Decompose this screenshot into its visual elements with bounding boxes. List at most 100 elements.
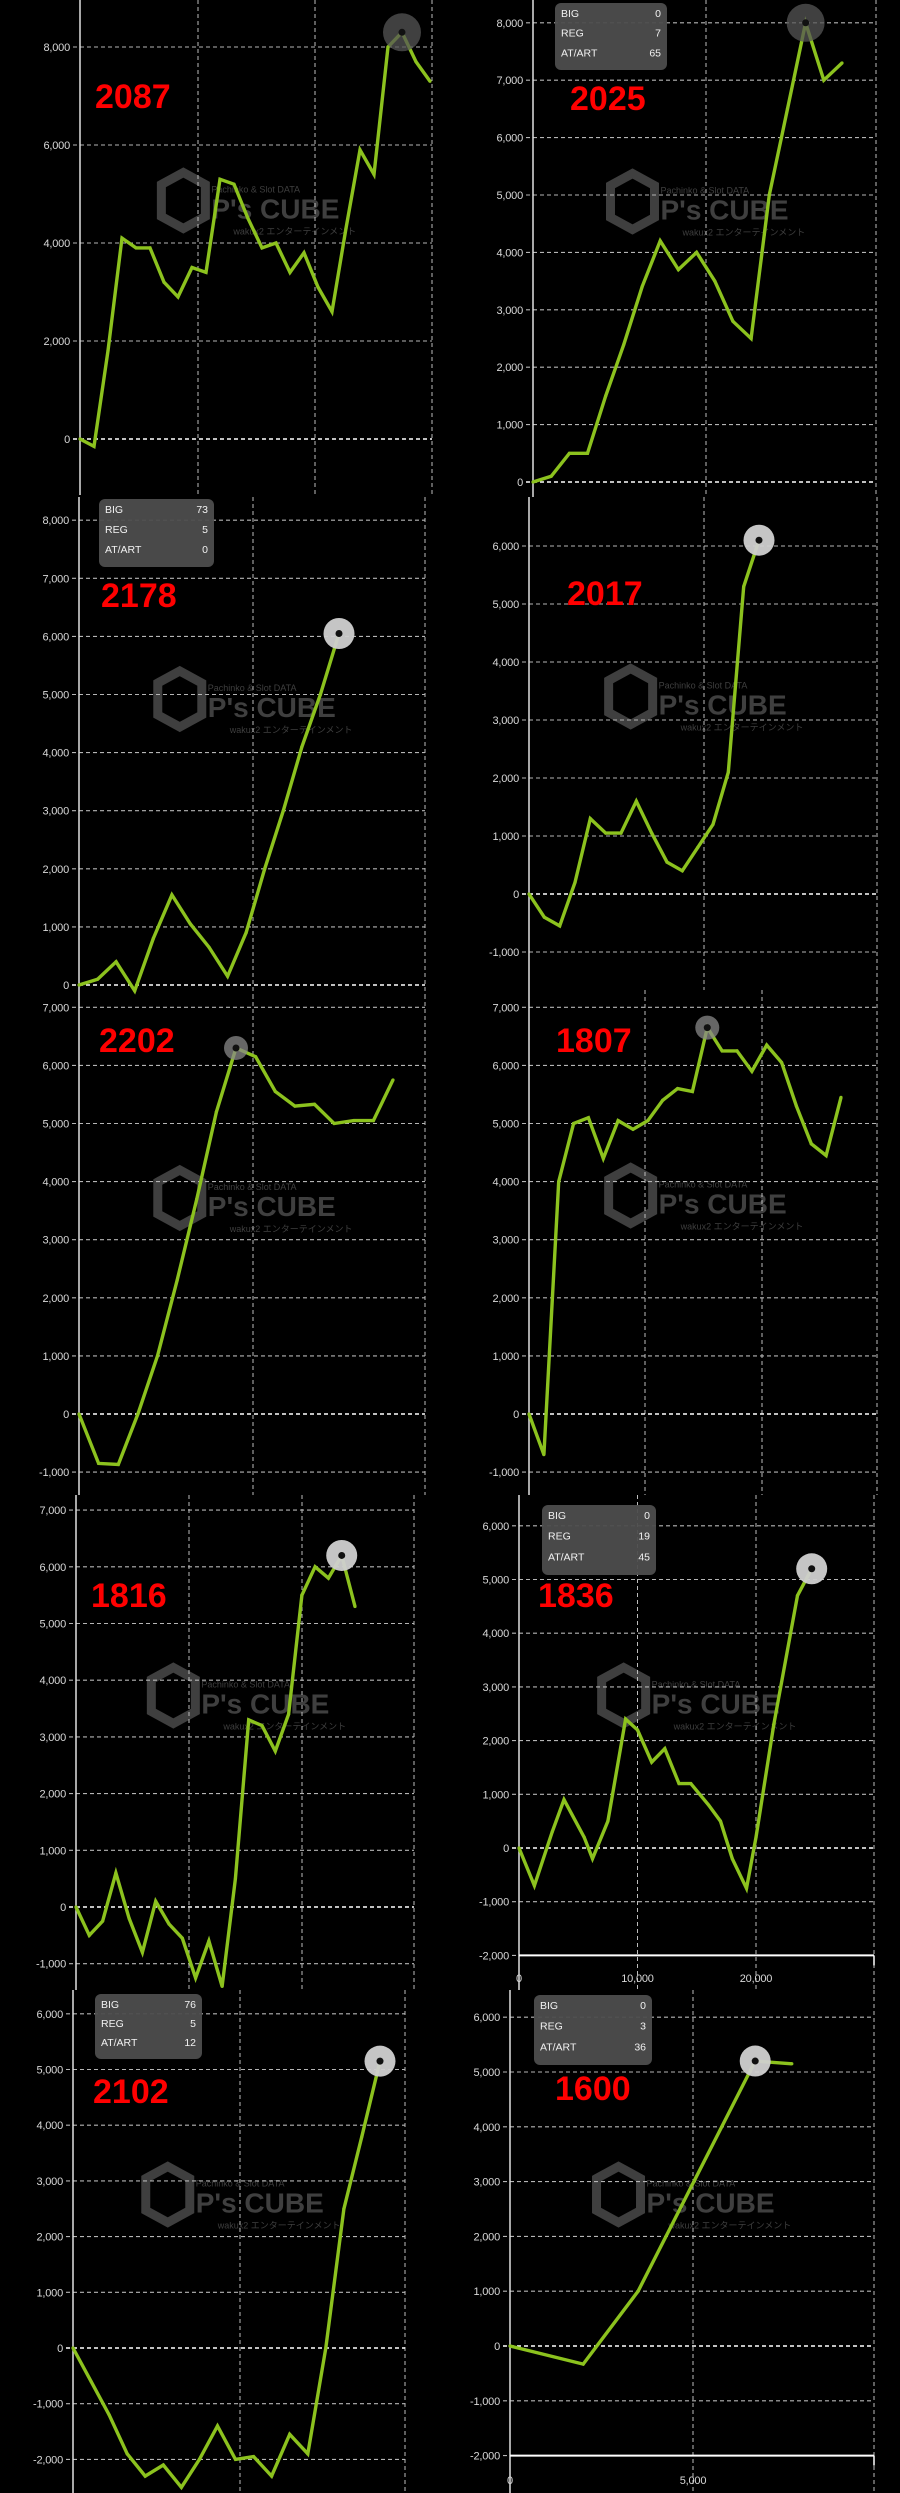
max-point-marker[interactable] [786, 3, 825, 42]
svg-text:wakux2 エンターテインメント: wakux2 エンターテインメント [680, 1222, 804, 1232]
data-point [765, 1043, 769, 1047]
max-point-marker[interactable] [224, 1035, 248, 1060]
data-point [175, 1278, 179, 1282]
data-point [207, 1939, 211, 1943]
data-point [558, 924, 562, 928]
data-point [372, 172, 376, 176]
y-tick-label: 5,000 [492, 599, 519, 611]
bonus-count-tooltip: BIG 76 REG 5 AT/ART 12 [95, 1994, 202, 2059]
tooltip-value: 73 [196, 504, 208, 516]
data-point [665, 860, 669, 864]
y-tick-label: 4,000 [42, 1177, 69, 1189]
y-tick-label: 7,000 [42, 573, 69, 585]
tooltip-key: REG [101, 2018, 124, 2030]
data-point [204, 270, 208, 274]
data-point [809, 1142, 813, 1146]
max-point-marker[interactable] [323, 617, 355, 649]
tooltip-key: AT/ART [101, 2037, 138, 2049]
y-tick-label: 3,000 [473, 2177, 500, 2189]
data-point [95, 977, 100, 981]
data-point [840, 61, 844, 65]
cube-icon [604, 1162, 658, 1229]
data-point [785, 107, 790, 111]
data-point [567, 451, 571, 455]
y-tick-label: -2,000 [470, 2451, 500, 2463]
data-point [532, 1883, 537, 1888]
max-point-marker[interactable] [743, 524, 775, 556]
data-point [247, 1718, 251, 1722]
data-point [218, 177, 222, 181]
data-point [634, 799, 638, 803]
y-tick-label: -2,000 [479, 1950, 509, 1962]
data-point [754, 1835, 758, 1839]
y-tick-label: 2,000 [473, 2231, 500, 2243]
max-point-marker[interactable] [383, 13, 421, 52]
y-tick-label: 4,000 [496, 247, 523, 259]
data-point [604, 394, 608, 398]
data-point [233, 1877, 238, 1881]
y-tick-label: 2,000 [496, 362, 523, 374]
data-point [324, 2346, 328, 2350]
svg-text:P's CUBE: P's CUBE [196, 2188, 324, 2219]
tooltip-value: 76 [184, 1999, 196, 2011]
data-point [794, 1104, 799, 1108]
y-tick-label: 6,000 [492, 541, 519, 553]
y-tick-label: 2,000 [36, 2232, 63, 2244]
y-tick-label: 4,000 [482, 1628, 509, 1640]
svg-text:Pachinko & Slot DATA: Pachinko & Slot DATA [660, 186, 749, 196]
x-tick-label: 20,000 [740, 1973, 773, 1985]
data-point [288, 270, 292, 274]
data-point [316, 285, 320, 289]
data-point [318, 692, 323, 697]
svg-text:Pachinko & Slot DATA: Pachinko & Slot DATA [196, 2179, 285, 2189]
data-point [71, 2346, 75, 2350]
max-point-marker[interactable] [796, 1553, 828, 1585]
y-tick-label: 4,000 [492, 657, 519, 669]
y-tick-label: 2,000 [492, 773, 519, 785]
data-point [696, 846, 700, 850]
y-tick-label: 0 [517, 477, 523, 489]
data-point [767, 193, 771, 197]
data-point [711, 822, 715, 827]
max-point-marker[interactable] [739, 2045, 771, 2077]
data-point [624, 1717, 628, 1721]
data-point [720, 1049, 724, 1053]
data-point [151, 936, 155, 941]
data-point [772, 1722, 776, 1727]
data-point [677, 1781, 681, 1786]
y-tick-label: 5,000 [473, 2067, 500, 2079]
data-point [176, 295, 180, 299]
svg-text:Pachinko & Slot DATA: Pachinko & Slot DATA [201, 1680, 290, 1690]
balance-line [71, 2060, 382, 2491]
tooltip-value: 5 [190, 2018, 196, 2030]
data-point [179, 2485, 183, 2489]
data-point [690, 1089, 695, 1094]
data-point [726, 770, 730, 774]
data-point [730, 1857, 734, 1861]
svg-text:wakux2 エンターテインメント: wakux2 エンターテインメント [217, 2221, 341, 2231]
y-tick-label: 6,000 [482, 1521, 509, 1533]
max-point-marker[interactable] [326, 1539, 358, 1571]
y-tick-label: -1,000 [470, 2396, 500, 2408]
data-point [731, 319, 735, 323]
data-point [127, 1916, 131, 1920]
data-point [313, 1565, 317, 1569]
svg-text:P's CUBE: P's CUBE [201, 1689, 329, 1720]
max-point-marker[interactable] [364, 2045, 396, 2077]
data-point [134, 246, 138, 250]
y-tick-label: 1,000 [42, 922, 69, 934]
data-point [661, 1098, 665, 1102]
data-point [358, 148, 362, 152]
data-point [232, 182, 236, 186]
data-point [675, 1087, 680, 1091]
max-point-marker[interactable] [695, 1015, 720, 1040]
y-tick-label: 5,000 [36, 2065, 63, 2077]
data-point [744, 1886, 749, 1890]
data-point [143, 2474, 147, 2478]
data-point [193, 1976, 198, 1980]
